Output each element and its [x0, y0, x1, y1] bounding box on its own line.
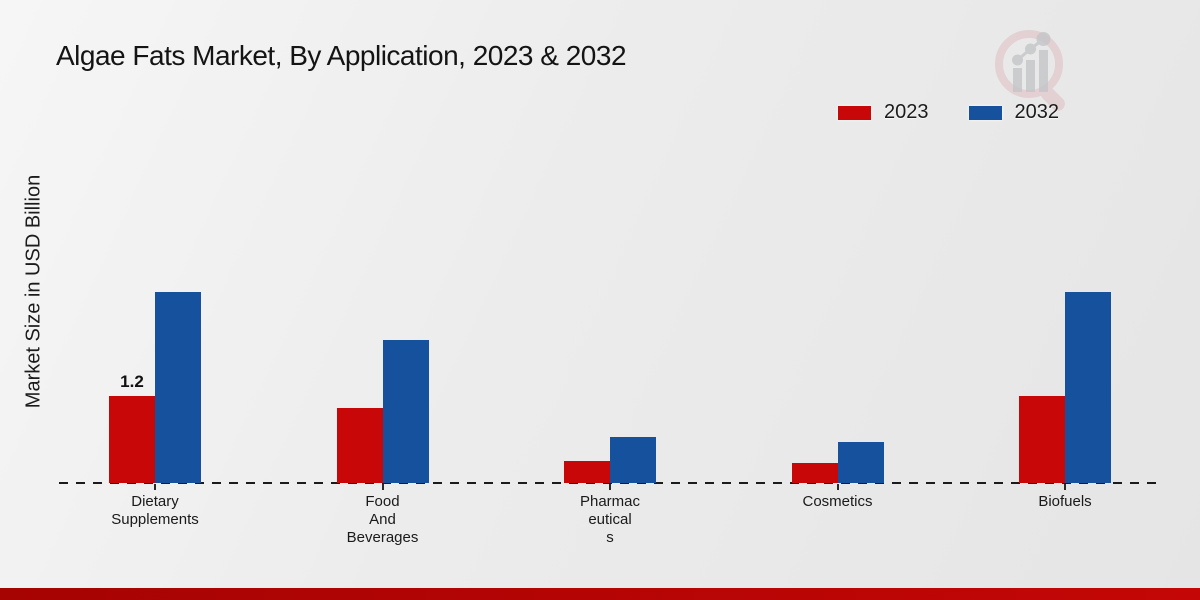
legend-item-2023: 2023 [838, 101, 929, 124]
legend-swatch-2023 [838, 105, 871, 120]
legend-item-2032: 2032 [968, 101, 1060, 124]
bar-2032-pharmaceuticals [610, 437, 656, 483]
legend-label-2032: 2032 [1014, 101, 1060, 123]
legend-label-2023: 2023 [884, 101, 929, 123]
bar-2032-cosmetics [837, 442, 884, 483]
chart-title: Algae Fats Market, By Application, 2023 … [56, 40, 627, 71]
category-label-dietary-supplements: Dietary Supplements [111, 493, 199, 528]
category-label-biofuels: Biofuels [1038, 493, 1092, 510]
category-label-pharmaceuticals: Pharmac eutical s [579, 493, 641, 546]
x-axis-tick-dietary-supplements [154, 484, 156, 490]
x-axis-tick-cosmetics [836, 484, 839, 490]
bar-2023-pharmaceuticals [564, 461, 610, 483]
bottom-accent-bar [0, 588, 1200, 600]
bar-2023-biofuels [1019, 396, 1065, 483]
bar-2023-dietary-supplements [109, 396, 155, 483]
category-label-cosmetics: Cosmetics [802, 493, 873, 510]
category-label-food-and-beverages: Food And Beverages [346, 493, 419, 546]
x-axis-tick-biofuels [1064, 484, 1066, 490]
bar-2023-food-and-beverages [336, 408, 383, 483]
bar-2032-biofuels [1065, 292, 1111, 483]
bar-2032-dietary-supplements [155, 292, 201, 483]
magnifier-bar-chart-logo-icon [995, 30, 1065, 111]
legend: 2023 2032 [838, 101, 1059, 124]
bar-2032-food-and-beverages [382, 340, 429, 483]
data-label-2023-dietary-supplements: 1.2 [120, 372, 144, 391]
x-axis-tick-pharmaceuticals [609, 484, 611, 490]
x-axis-baseline [59, 482, 1160, 484]
bar-2023-cosmetics [791, 463, 838, 483]
legend-swatch-2032 [968, 105, 1002, 120]
x-axis-tick-food-and-beverages [381, 484, 384, 490]
